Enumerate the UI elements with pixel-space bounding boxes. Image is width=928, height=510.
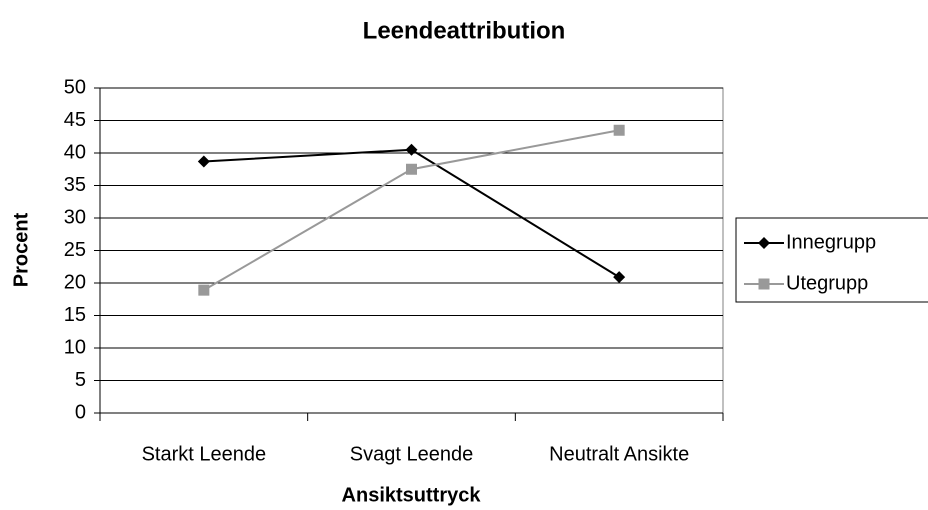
marker <box>405 143 418 156</box>
marker <box>197 155 210 168</box>
x-tick-label: Svagt Leende <box>350 443 473 465</box>
legend-label: Utegrupp <box>786 272 868 294</box>
y-tick-label: 0 <box>75 401 86 423</box>
chart-title: Leendeattribution <box>363 17 566 44</box>
marker <box>613 271 626 284</box>
marker <box>406 163 417 175</box>
y-tick-label: 50 <box>64 76 86 98</box>
marker <box>613 124 625 136</box>
marker <box>198 284 210 296</box>
y-tick-label: 40 <box>64 141 86 163</box>
legend-label: Innegrupp <box>786 231 876 253</box>
marker <box>758 278 770 290</box>
marker <box>758 237 770 249</box>
x-tick-label: Neutralt Ansikte <box>549 443 689 465</box>
y-tick-label: 20 <box>64 271 86 293</box>
y-axis-label: Procent <box>10 212 32 287</box>
y-tick-label: 15 <box>64 304 86 326</box>
x-tick-label: Starkt Leende <box>142 443 267 465</box>
y-tick-label: 5 <box>75 369 86 391</box>
y-tick-label: 35 <box>64 174 86 196</box>
y-tick-label: 30 <box>64 206 86 228</box>
y-tick-label: 25 <box>64 239 86 261</box>
x-axis-label: Ansiktsuttryck <box>342 484 482 506</box>
y-tick-label: 45 <box>64 109 86 131</box>
y-tick-label: 10 <box>64 336 86 358</box>
